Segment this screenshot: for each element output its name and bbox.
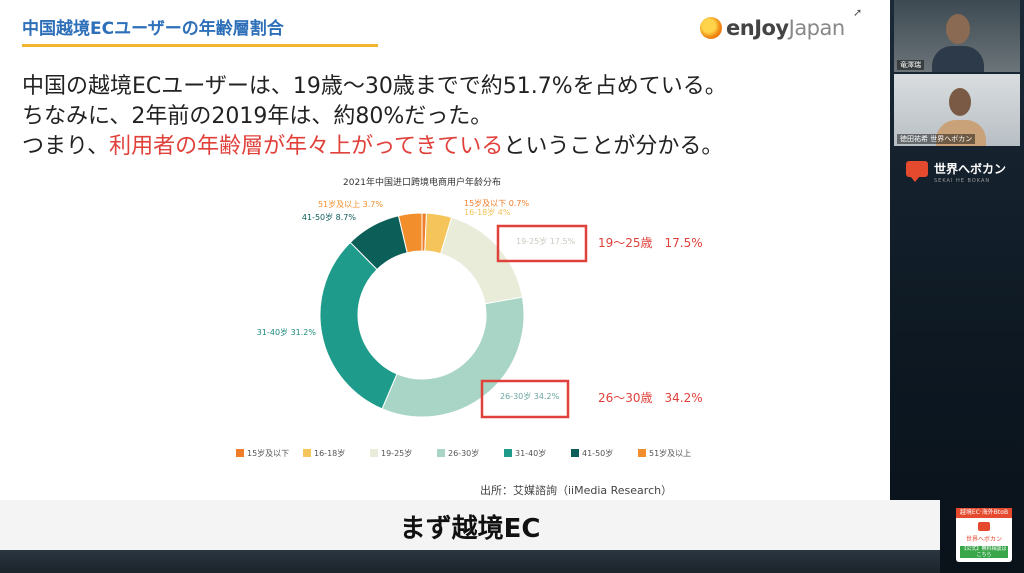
video-tile-2[interactable]: 徳田祐希 世界へボカン xyxy=(894,74,1020,146)
slice-label-6: 41-50岁 8.7% xyxy=(302,212,357,222)
legend-swatch-1 xyxy=(236,449,244,457)
badge-consult-button[interactable]: 【公式】無料相談はこちら xyxy=(960,546,1008,558)
badge-brand: 世界へボカン xyxy=(965,536,1002,543)
participant-1-head xyxy=(946,14,970,44)
logo-brand-en: enJoy xyxy=(726,16,789,40)
legend-label-5: 31-40岁 xyxy=(515,448,546,458)
logo-brand-jp: Japan xyxy=(788,16,846,40)
legend-swatch-5 xyxy=(504,449,512,457)
callout-box-2 xyxy=(480,379,570,419)
bottom-strip xyxy=(0,550,940,573)
speech-bubble-icon xyxy=(906,160,928,182)
legend-swatch-7 xyxy=(638,449,646,457)
legend-label-2: 16-18岁 xyxy=(314,448,345,458)
legend-label-1: 15岁及以下 xyxy=(247,448,289,458)
brand-name: 世界へボカン xyxy=(934,162,1007,176)
headline-line-3-emphasis: 利用者の年齢層が年々上がってきている xyxy=(109,134,504,159)
legend-label-6: 41-50岁 xyxy=(582,448,613,458)
slice-label-7: 51岁及以上 3.7% xyxy=(318,199,383,209)
participant-2-name: 徳田祐希 世界へボカン xyxy=(897,134,976,144)
callout-text-1: 19～25歳 17.5% xyxy=(598,236,703,250)
presentation-slide: 中国越境ECユーザーの年齢層割合 enJoyJapan ➚ 中国の越境ECユーザ… xyxy=(0,0,890,500)
slice-label-5: 31-40岁 31.2% xyxy=(257,327,317,337)
legend-label-3: 19-25岁 xyxy=(381,448,412,458)
badge-top-label: 越境EC·海外BtoB xyxy=(956,508,1012,518)
headline-line-3-post: ということが分かる。 xyxy=(503,134,724,159)
subtitle-caption: まず越境EC xyxy=(399,514,541,544)
participant-panel: 竜澤瑞 徳田祐希 世界へボカン 世界へボカン SEKAI HE BOKAN xyxy=(890,0,1024,573)
participant-2-body xyxy=(936,120,986,146)
title-underline xyxy=(22,44,378,47)
participant-1-name: 竜澤瑞 xyxy=(897,60,924,70)
slice-4 xyxy=(381,296,525,418)
sekai-hebokan-brand: 世界へボカン xyxy=(906,160,1007,182)
slice-label-2: 16-18岁 4% xyxy=(464,207,511,217)
slice-label-1: 15岁及以下 0.7% xyxy=(464,198,529,208)
legend-swatch-6 xyxy=(571,449,579,457)
video-tile-1[interactable]: 竜澤瑞 xyxy=(894,0,1020,72)
logo-sun-icon xyxy=(700,17,722,39)
mouse-cursor-icon: ➚ xyxy=(853,6,863,19)
slide-title: 中国越境ECユーザーの年齢層割合 xyxy=(22,19,284,39)
headline-line-3: つまり、利用者の年齢層が年々上がってきているということが分かる。 xyxy=(22,128,723,160)
legend-label-4: 26-30岁 xyxy=(448,448,479,458)
subtitle-bar: まず越境EC xyxy=(0,500,940,550)
source-citation: 出所：艾媒諮詢（iiMedia Research） xyxy=(480,484,673,497)
slice-label-4: 26-30岁 34.2% xyxy=(500,391,560,401)
slice-label-3: 19-25岁 17.5% xyxy=(516,236,576,246)
headline-line-1: 中国の越境ECユーザーは、19歳～30歳までで約51.7%を占めている。 xyxy=(22,74,727,99)
headline-line-2: ちなみに、2年前の2019年は、約80%だった。 xyxy=(22,104,493,129)
brand-sub: SEKAI HE BOKAN xyxy=(934,178,991,184)
badge-speech-icon xyxy=(978,522,990,531)
participant-1-body xyxy=(932,46,984,72)
callout-text-2: 26～30歳 34.2% xyxy=(598,391,703,405)
legend-swatch-2 xyxy=(303,449,311,457)
legend-swatch-3 xyxy=(370,449,378,457)
slice-5 xyxy=(319,241,398,410)
headline-line-3-pre: つまり、 xyxy=(22,134,110,159)
enjoy-japan-logo: enJoyJapan xyxy=(700,16,845,40)
chart-title: 2021年中国进口跨境电商用户年龄分布 xyxy=(343,176,501,188)
slice-7 xyxy=(397,212,423,254)
legend-swatch-4 xyxy=(437,449,445,457)
participant-2-head xyxy=(949,88,971,116)
age-distribution-chart: 2021年中国进口跨境电商用户年龄分布 15岁及以下 0.7%16-18岁 4% 1… xyxy=(236,176,703,458)
consultation-badge[interactable]: 越境EC·海外BtoB 世界へボカン 【公式】無料相談はこちら xyxy=(956,508,1012,562)
legend-label-7: 51岁及以上 xyxy=(649,448,691,458)
callout-box-1 xyxy=(496,224,588,263)
